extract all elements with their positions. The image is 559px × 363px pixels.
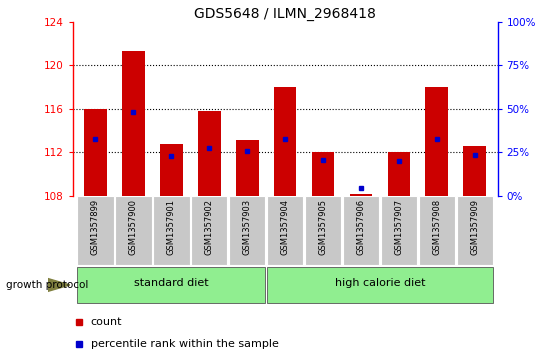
FancyBboxPatch shape	[343, 196, 379, 265]
Bar	[198, 111, 221, 196]
Text: GSM1357907: GSM1357907	[395, 199, 404, 255]
FancyBboxPatch shape	[77, 267, 266, 303]
Text: standard diet: standard diet	[134, 278, 209, 288]
Text: GSM1357908: GSM1357908	[432, 199, 441, 255]
Bar	[425, 87, 448, 196]
Bar	[312, 152, 334, 196]
Text: GSM1357899: GSM1357899	[91, 199, 100, 255]
Text: percentile rank within the sample: percentile rank within the sample	[91, 339, 278, 349]
FancyBboxPatch shape	[381, 196, 417, 265]
Text: GSM1357902: GSM1357902	[205, 199, 214, 255]
FancyBboxPatch shape	[267, 267, 493, 303]
Text: high calorie diet: high calorie diet	[335, 278, 425, 288]
FancyBboxPatch shape	[191, 196, 228, 265]
Text: GSM1357904: GSM1357904	[281, 199, 290, 255]
FancyBboxPatch shape	[305, 196, 341, 265]
Text: GSM1357906: GSM1357906	[357, 199, 366, 255]
FancyBboxPatch shape	[419, 196, 455, 265]
Polygon shape	[48, 278, 70, 291]
FancyBboxPatch shape	[77, 196, 113, 265]
Text: growth protocol: growth protocol	[6, 280, 88, 290]
Text: GSM1357901: GSM1357901	[167, 199, 176, 255]
Text: GSM1357909: GSM1357909	[470, 199, 479, 255]
FancyBboxPatch shape	[267, 196, 304, 265]
Bar	[387, 152, 410, 196]
FancyBboxPatch shape	[457, 196, 493, 265]
FancyBboxPatch shape	[153, 196, 190, 265]
Bar	[84, 109, 107, 196]
FancyBboxPatch shape	[115, 196, 151, 265]
Bar	[274, 87, 296, 196]
Bar	[463, 146, 486, 196]
Text: count: count	[91, 317, 122, 327]
Title: GDS5648 / ILMN_2968418: GDS5648 / ILMN_2968418	[194, 7, 376, 21]
FancyBboxPatch shape	[229, 196, 266, 265]
Bar	[236, 140, 258, 196]
Bar	[349, 194, 372, 196]
Text: GSM1357903: GSM1357903	[243, 199, 252, 255]
Text: GSM1357905: GSM1357905	[319, 199, 328, 255]
Text: GSM1357900: GSM1357900	[129, 199, 138, 255]
Bar	[160, 144, 183, 196]
Bar	[122, 51, 145, 196]
